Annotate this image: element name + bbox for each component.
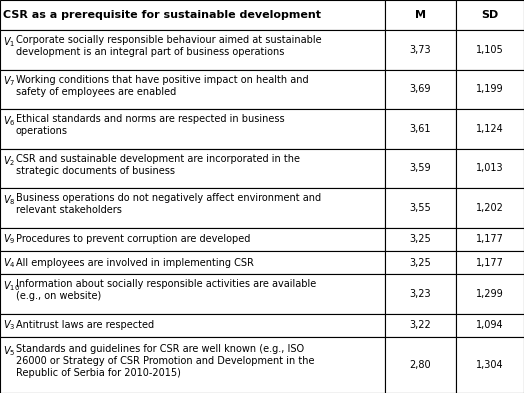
Text: 3,22: 3,22 [410, 320, 431, 331]
Bar [385, 70, 456, 109]
Bar [0, 314, 385, 337]
Text: Procedures to prevent corruption are developed: Procedures to prevent corruption are dev… [16, 235, 250, 244]
Bar [0, 0, 385, 30]
Bar [0, 30, 385, 70]
Bar [456, 109, 524, 149]
Bar [0, 251, 385, 274]
Text: Working conditions that have positive impact on health and
safety of employees a: Working conditions that have positive im… [16, 75, 308, 97]
Text: 3,61: 3,61 [410, 124, 431, 134]
Bar [0, 274, 385, 314]
Text: 1,105: 1,105 [476, 45, 504, 55]
Text: 2,80: 2,80 [410, 360, 431, 370]
Text: SD: SD [482, 10, 498, 20]
Bar [456, 70, 524, 109]
Text: 3,55: 3,55 [410, 203, 431, 213]
Text: Business operations do not negatively affect environment and
relevant stakeholde: Business operations do not negatively af… [16, 193, 321, 215]
Text: 1,304: 1,304 [476, 360, 504, 370]
Text: 3,25: 3,25 [410, 258, 431, 268]
Text: 1,177: 1,177 [476, 235, 504, 244]
Bar [0, 228, 385, 251]
Bar [0, 70, 385, 109]
Text: CSR as a prerequisite for sustainable development: CSR as a prerequisite for sustainable de… [3, 10, 321, 20]
Text: 3,59: 3,59 [410, 163, 431, 173]
Text: 1,202: 1,202 [476, 203, 504, 213]
Text: $V_{8}$: $V_{8}$ [3, 193, 15, 207]
Bar [0, 337, 385, 393]
Text: $V_{7}$: $V_{7}$ [3, 75, 15, 88]
Bar [385, 0, 456, 30]
Text: $V_{6}$: $V_{6}$ [3, 114, 15, 128]
Text: 1,299: 1,299 [476, 289, 504, 299]
Text: 1,013: 1,013 [476, 163, 504, 173]
Text: Information about socially responsible activities are available
(e.g., on websit: Information about socially responsible a… [16, 279, 316, 301]
Bar [456, 0, 524, 30]
Text: $V_{2}$: $V_{2}$ [3, 154, 15, 168]
Text: 3,73: 3,73 [410, 45, 431, 55]
Text: M: M [415, 10, 426, 20]
Text: 1,199: 1,199 [476, 84, 504, 94]
Bar [456, 314, 524, 337]
Bar [456, 188, 524, 228]
Bar [385, 109, 456, 149]
Text: Antitrust laws are respected: Antitrust laws are respected [16, 320, 154, 331]
Bar [385, 337, 456, 393]
Text: 3,23: 3,23 [410, 289, 431, 299]
Bar [0, 188, 385, 228]
Bar [456, 30, 524, 70]
Bar [385, 228, 456, 251]
Text: Corporate socially responsible behaviour aimed at sustainable
development is an : Corporate socially responsible behaviour… [16, 35, 321, 57]
Text: $V_{10}$: $V_{10}$ [3, 279, 19, 293]
Bar [456, 251, 524, 274]
Text: $V_{5}$: $V_{5}$ [3, 344, 15, 358]
Text: All employees are involved in implementing CSR: All employees are involved in implementi… [16, 258, 254, 268]
Text: Standards and guidelines for CSR are well known (e.g., ISO
26000 or Strategy of : Standards and guidelines for CSR are wel… [16, 344, 314, 378]
Bar [385, 274, 456, 314]
Bar [456, 149, 524, 188]
Text: $V_{3}$: $V_{3}$ [3, 318, 15, 332]
Bar [456, 337, 524, 393]
Text: 1,124: 1,124 [476, 124, 504, 134]
Bar [385, 149, 456, 188]
Bar [385, 30, 456, 70]
Bar [456, 274, 524, 314]
Bar [385, 251, 456, 274]
Text: 3,69: 3,69 [410, 84, 431, 94]
Bar [385, 188, 456, 228]
Bar [0, 149, 385, 188]
Bar [0, 109, 385, 149]
Bar [456, 228, 524, 251]
Text: 1,094: 1,094 [476, 320, 504, 331]
Text: $V_{1}$: $V_{1}$ [3, 35, 15, 49]
Text: 1,177: 1,177 [476, 258, 504, 268]
Text: Ethical standards and norms are respected in business
operations: Ethical standards and norms are respecte… [16, 114, 285, 136]
Text: $V_{9}$: $V_{9}$ [3, 233, 15, 246]
Text: CSR and sustainable development are incorporated in the
strategic documents of b: CSR and sustainable development are inco… [16, 154, 300, 176]
Text: 3,25: 3,25 [410, 235, 431, 244]
Bar [385, 314, 456, 337]
Text: $V_{4}$: $V_{4}$ [3, 256, 15, 270]
